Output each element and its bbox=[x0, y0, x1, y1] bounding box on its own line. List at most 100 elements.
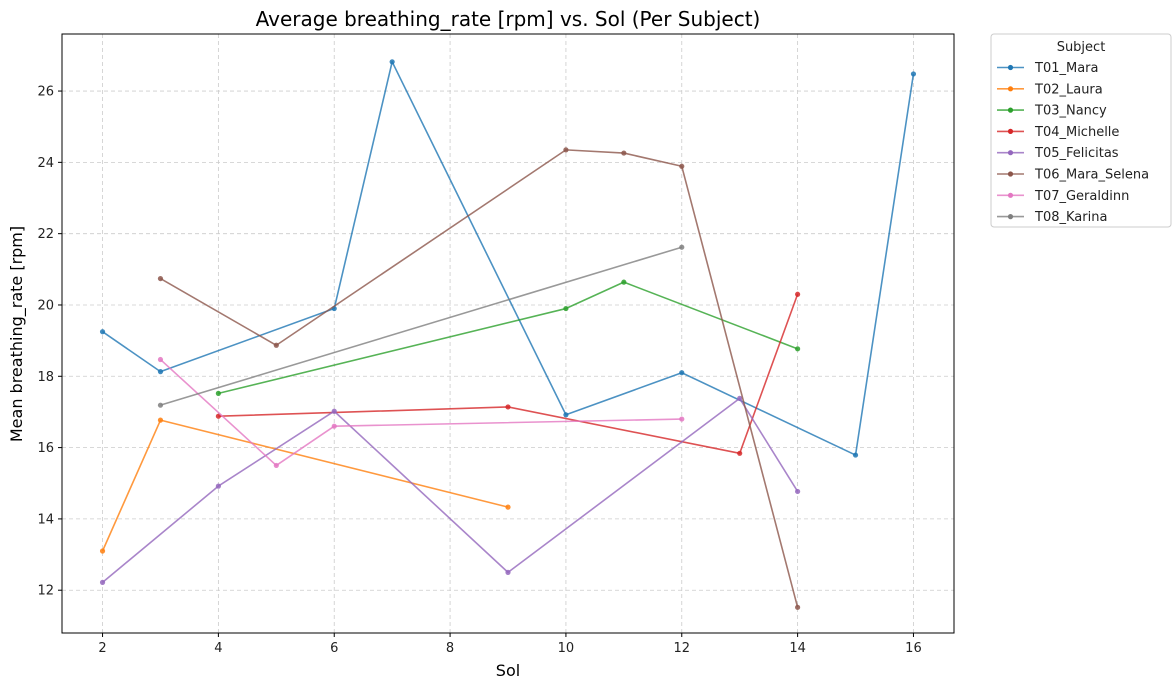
legend-item: T08_Karina bbox=[997, 210, 1107, 225]
y-axis: 12 14 16 18 20 22 24 26 bbox=[37, 85, 62, 599]
legend-title: Subject bbox=[1057, 40, 1106, 55]
data-point bbox=[679, 163, 685, 169]
series-T05_Felicitas bbox=[99, 395, 801, 585]
x-tick-label: 10 bbox=[558, 641, 575, 656]
y-tick-label: 26 bbox=[37, 85, 54, 100]
data-point bbox=[215, 390, 221, 396]
legend-marker bbox=[1007, 107, 1014, 113]
series-group bbox=[99, 59, 917, 610]
series-T04_Michelle bbox=[215, 291, 801, 456]
y-tick-label: 24 bbox=[37, 156, 54, 171]
legend-label: T02_Laura bbox=[1034, 82, 1103, 97]
x-tick-label: 8 bbox=[446, 641, 454, 656]
legend-marker bbox=[1007, 64, 1014, 71]
legend-item: T02_Laura bbox=[997, 82, 1103, 97]
legend-item: T04_Michelle bbox=[997, 125, 1119, 140]
legend-label: T03_Nancy bbox=[1034, 104, 1107, 119]
x-tick-label: 16 bbox=[905, 641, 922, 656]
y-tick-label: 14 bbox=[37, 512, 54, 527]
series-line bbox=[160, 149, 799, 608]
x-tick-label: 12 bbox=[673, 641, 690, 656]
data-point bbox=[621, 279, 627, 285]
x-axis-label: Sol bbox=[496, 661, 520, 680]
legend-item: T03_Nancy bbox=[997, 104, 1107, 119]
series-line bbox=[102, 397, 799, 583]
data-point bbox=[505, 504, 511, 510]
data-point bbox=[621, 150, 627, 156]
legend-marker bbox=[1007, 171, 1014, 177]
y-tick-label: 12 bbox=[37, 584, 54, 599]
series-T02_Laura bbox=[99, 417, 511, 554]
legend-label: T07_Geraldinn bbox=[1034, 189, 1129, 204]
series-line bbox=[218, 294, 799, 455]
data-point bbox=[505, 569, 511, 575]
series-T03_Nancy bbox=[215, 279, 801, 396]
legend-label: T05_Felicitas bbox=[1034, 146, 1119, 161]
series-line bbox=[102, 61, 915, 456]
data-point bbox=[389, 59, 395, 65]
data-point bbox=[852, 452, 859, 458]
series-line bbox=[218, 281, 798, 395]
legend-label: T01_Mara bbox=[1034, 61, 1098, 76]
series-line bbox=[160, 246, 683, 406]
data-point bbox=[795, 291, 801, 297]
y-tick-label: 16 bbox=[37, 441, 54, 456]
data-point bbox=[99, 579, 106, 585]
plot-frame bbox=[61, 33, 955, 634]
data-point bbox=[795, 488, 801, 495]
series-T07_Geraldinn bbox=[157, 356, 685, 469]
data-point bbox=[679, 244, 685, 250]
data-point bbox=[157, 275, 164, 282]
data-point bbox=[331, 408, 337, 414]
legend-item: T06_Mara_Selena bbox=[997, 168, 1149, 183]
legend-label: T06_Mara_Selena bbox=[1034, 168, 1149, 183]
y-tick-label: 20 bbox=[37, 298, 54, 313]
x-tick-label: 2 bbox=[98, 641, 106, 656]
legend-marker bbox=[1007, 86, 1014, 92]
data-point bbox=[737, 450, 743, 456]
data-point bbox=[99, 548, 106, 554]
data-point bbox=[795, 346, 801, 352]
legend-item: T01_Mara bbox=[997, 61, 1098, 76]
legend-label: T04_Michelle bbox=[1034, 125, 1119, 140]
data-point bbox=[99, 329, 106, 335]
data-point bbox=[215, 413, 221, 419]
data-point bbox=[679, 416, 685, 422]
data-point bbox=[563, 147, 569, 153]
legend-marker bbox=[1007, 214, 1014, 220]
legend: Subject T01_Mara T02_Laura T03_Nancy T04_Mi… bbox=[990, 33, 1172, 228]
y-tick-label: 22 bbox=[37, 227, 54, 242]
series-T08_Karina bbox=[157, 244, 685, 408]
chart-title: Average breathing_rate [rpm] vs. Sol (Pe… bbox=[256, 7, 761, 31]
data-point bbox=[910, 71, 917, 77]
x-axis: 2 4 6 8 10 12 14 16 bbox=[98, 633, 922, 656]
series-line bbox=[159, 358, 682, 467]
series-T06_Mara_Selena bbox=[157, 147, 801, 610]
data-point bbox=[331, 423, 337, 429]
legend-item: T05_Felicitas bbox=[997, 146, 1119, 161]
data-point bbox=[157, 369, 164, 375]
data-point bbox=[737, 395, 743, 401]
y-tick-label: 18 bbox=[37, 370, 54, 385]
data-point bbox=[157, 356, 164, 363]
legend-item: T07_Geraldinn bbox=[997, 189, 1129, 204]
data-point bbox=[795, 604, 801, 610]
data-point bbox=[679, 370, 685, 376]
y-axis-label: Mean breathing_rate [rpm] bbox=[7, 226, 27, 442]
data-point bbox=[273, 342, 279, 348]
data-point bbox=[157, 402, 164, 408]
legend-marker bbox=[1007, 128, 1014, 134]
legend-frame bbox=[990, 33, 1172, 228]
data-point bbox=[215, 483, 221, 489]
legend-marker bbox=[1007, 192, 1014, 198]
data-point bbox=[563, 412, 569, 418]
legend-label: T08_Karina bbox=[1034, 210, 1107, 225]
data-point bbox=[505, 404, 511, 410]
series-T01_Mara bbox=[99, 59, 917, 458]
data-point bbox=[273, 462, 279, 469]
x-tick-label: 6 bbox=[330, 641, 338, 656]
grid bbox=[62, 34, 954, 633]
data-point bbox=[157, 417, 164, 423]
x-tick-label: 14 bbox=[789, 641, 806, 656]
